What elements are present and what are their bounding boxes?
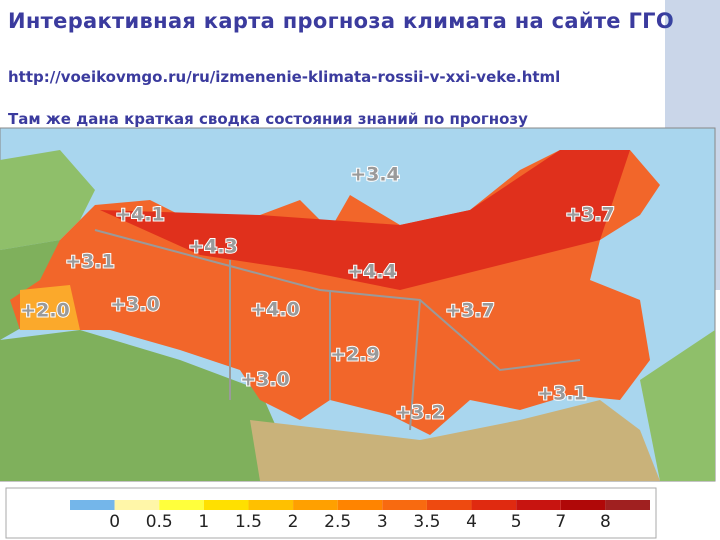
legend-swatch: [471, 500, 517, 510]
region-label: +4.4: [347, 261, 397, 283]
legend-label: 1: [198, 512, 209, 532]
region-label: +4.1: [115, 204, 165, 226]
region-label: +3.4: [350, 164, 400, 186]
borders: [94, 229, 581, 431]
legend-swatch: [203, 500, 249, 510]
legend-swatch: [382, 500, 427, 510]
legend-label: 8: [600, 512, 611, 532]
land-europe: [0, 240, 300, 481]
region-label: +3.1: [65, 251, 115, 273]
subtitle: Там же дана краткая сводка состояния зна…: [8, 110, 528, 128]
region-label: +3.2: [395, 402, 445, 424]
legend-swatch: [605, 500, 650, 510]
land-asia: [250, 400, 660, 481]
region-warm: [20, 285, 80, 330]
region-label: +3.1: [537, 383, 587, 405]
url: http://voeikovmgo.ru/ru/izmenenie-klimat…: [8, 68, 561, 86]
legend-label: 7: [555, 512, 566, 532]
legend-label: 0.5: [146, 512, 173, 532]
legend-label: 5: [511, 512, 522, 532]
region-label: +4.0: [250, 299, 300, 321]
region-label: +2.0: [20, 300, 70, 322]
legend-swatch: [426, 500, 472, 510]
land-scandinavia: [0, 150, 95, 250]
legend-label: 0: [109, 512, 120, 532]
legend-swatch: [70, 500, 115, 510]
legend-swatch: [337, 500, 383, 510]
region-label: +4.3: [188, 236, 238, 258]
legend-swatch: [293, 500, 338, 510]
region-label: +3.0: [240, 369, 290, 391]
region-label: +3.7: [565, 204, 615, 226]
region-hot: [100, 150, 630, 290]
region-label: +3.0: [110, 294, 160, 316]
legend-swatch: [159, 500, 204, 510]
legend-label: 2.5: [324, 512, 351, 532]
legend-swatch: [114, 500, 160, 510]
legend-label: 3.5: [413, 512, 440, 532]
legend-box: [5, 487, 657, 539]
legend-swatch: [516, 500, 561, 510]
legend-label: 4: [466, 512, 477, 532]
legend-label: 3: [377, 512, 388, 532]
region-label: +2.9: [330, 344, 380, 366]
land-east: [640, 330, 715, 481]
slide-title: Интерактивная карта прогноза климата на …: [8, 9, 674, 33]
legend-label: 2: [288, 512, 299, 532]
region-label: +3.7: [445, 300, 495, 322]
legend-swatch: [560, 500, 606, 510]
legend-label: 1.5: [235, 512, 262, 532]
legend-swatch: [248, 500, 294, 510]
